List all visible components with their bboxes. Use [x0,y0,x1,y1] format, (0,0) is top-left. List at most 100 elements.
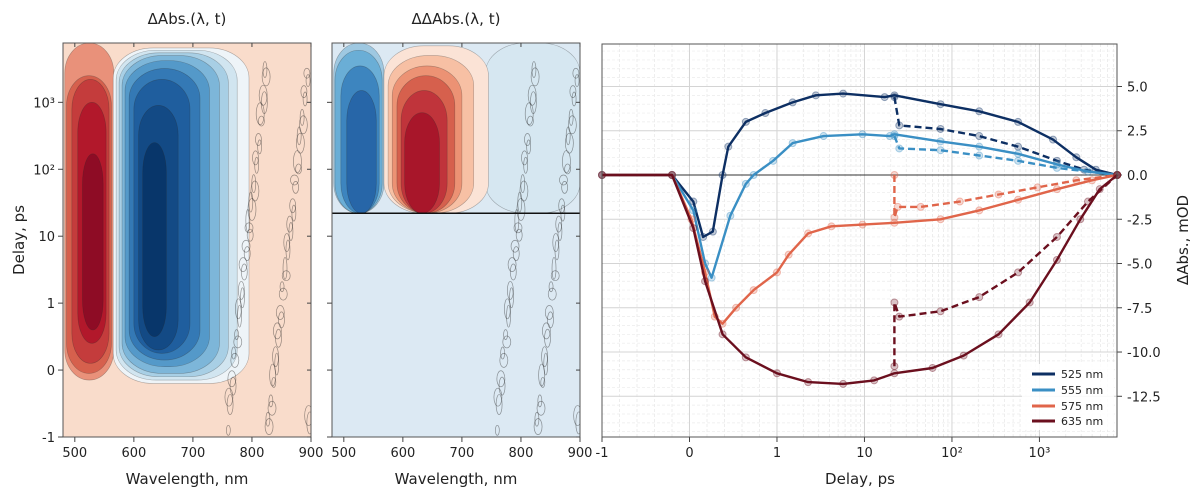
legend: 525 nm 555 nm 575 nm 635 nm [1022,364,1114,430]
x-tick-label: 10³ [1029,446,1051,461]
noise-contour [298,115,308,135]
heatmap1-title: ΔAbs.(λ, t) [148,10,227,28]
noise-contour [507,257,517,272]
noise-contour [247,198,257,221]
x-tick-label: 600 [390,446,415,461]
noise-contour [271,377,277,388]
series-line-555-nm-solid [602,133,1118,279]
heatmap-ddabs: 500 600 700 800 900 [327,42,592,461]
noise-contour [565,126,571,146]
heatmap-frame [331,42,581,438]
noise-contour [226,394,234,415]
noise-contour [575,411,580,435]
noise-contour [500,346,505,360]
noise-contour [289,198,297,214]
noise-contour [533,418,543,435]
noise-contour [517,191,523,213]
noise-contour [569,85,577,98]
noise-contour [557,222,563,241]
heatmap-body [63,43,311,437]
noise-contour [278,311,285,329]
series-line-575-nm-dashed [893,173,1118,219]
noise-contour [283,233,291,252]
noise-contour [514,209,520,232]
noise-contour [282,256,288,280]
noise-contour [574,74,580,87]
noise-contour [292,180,299,194]
heatmap-region [142,142,167,337]
y-tick-label: 10 [38,230,55,245]
y-tick-label: -7.5 [1127,302,1152,317]
noise-contour [293,150,302,173]
kinetics-ylabel: ΔAbs., mOD [1174,195,1192,285]
noise-contour [296,132,305,154]
noise-contour [267,400,277,416]
noise-contour [225,424,231,436]
noise-contour [572,67,580,79]
noise-contour [515,228,523,242]
noise-contour [234,329,239,340]
noise-contour [498,376,506,396]
noise-contour [238,257,248,272]
noise-contour [560,204,566,222]
noise-contour [547,311,554,329]
x-tick-label: 0 [685,446,693,461]
noise-contour [285,239,291,261]
noise-contour [303,67,311,79]
noise-contour [231,346,236,360]
noise-contour [530,67,540,87]
noise-contour [278,287,288,301]
noise-contour [562,150,571,173]
noise-contour [251,174,257,194]
noise-contour [286,215,294,233]
noise-contour [564,163,571,175]
noise-contour [547,287,557,301]
noise-contour [502,335,512,349]
noise-contour [279,281,285,293]
noise-contour [272,322,282,340]
noise-contour [227,370,237,388]
noise-contour [551,256,557,280]
series-line-525-nm-dashed [893,96,1118,177]
noise-contour [526,139,531,155]
kinetics-xlabel: Delay, ps [825,470,895,488]
heatmap-dabs: 500 600 700 800 900 -1 0 1 10 10² 10³ [33,42,324,461]
noise-contour [521,150,528,166]
noise-contour [538,363,545,387]
noise-contour [302,91,308,107]
noise-contour [543,352,549,376]
noise-contour [255,102,265,126]
heatmap-ylabel: Delay, ps [10,205,28,275]
noise-contour [295,163,302,175]
noise-contour [524,102,534,126]
x-tick-label: 800 [240,446,265,461]
noise-contour [240,287,245,309]
noise-contour [534,411,540,427]
legend-label-525: 525 nm [1061,368,1103,381]
series-line-635-nm-solid [602,173,1118,386]
x-tick-label: 900 [299,446,324,461]
noise-contour [244,222,254,234]
noise-contour [252,150,259,166]
heatmap2-title: ΔΔAbs.(λ, t) [412,10,501,28]
noise-contour [519,180,529,202]
y-tick-label: -5.0 [1127,258,1152,273]
noise-contour [275,328,282,348]
noise-contour [275,305,285,320]
noise-contour [548,281,554,293]
noise-contour [224,387,234,407]
x-tick-label: 800 [509,446,534,461]
noise-contour [258,84,268,106]
x-tick-label: 500 [62,446,87,461]
noise-contour [290,174,299,186]
noise-contour [512,246,520,261]
heatmap-region [404,112,440,214]
noise-contour [565,132,574,154]
noise-contour [291,204,297,222]
noise-contour [281,270,291,282]
legend-label-635: 635 nm [1061,415,1103,428]
noise-contour [300,85,308,98]
noise-contour [524,133,531,146]
noise-contour [272,346,279,368]
x-tick-label: 1 [773,446,781,461]
